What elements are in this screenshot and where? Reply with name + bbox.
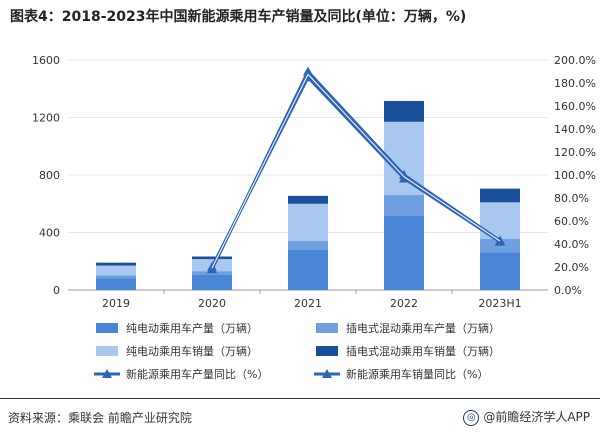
y-right-tick-label: 180.0% (554, 77, 596, 90)
y-right-tick-label: 0.0% (554, 284, 582, 297)
legend-label: 新能源乘用车销量同比（%） (346, 367, 488, 381)
bar-pure-electric-output (288, 249, 328, 290)
chart-title: 图表4：2018-2023年中国新能源乘用车产销量及同比(单位：万辆，%) (10, 9, 467, 25)
chart-canvas: 0 400 800 1200 1600 0.0% 20.0% 40.0% 60.0% 80.0% 1… (32, 54, 596, 381)
bar-phev-output (96, 275, 136, 279)
x-tick-label: 2023H1 (478, 297, 521, 310)
y-right-tick-label: 80.0% (554, 192, 589, 205)
axes: 0 400 800 1200 1600 0.0% 20.0% 40.0% 60.0% 80.0% 1… (32, 54, 596, 310)
y-right-tick-label: 20.0% (554, 261, 589, 274)
bar-phev-sales (192, 256, 232, 260)
legend-swatch (316, 323, 338, 333)
y-left-tick-label: 800 (39, 169, 60, 182)
legend-label: 纯电动乘用车销量（万辆） (126, 344, 258, 358)
legend-label: 插电式混动乘用车产量（万辆） (346, 321, 500, 335)
bar-phev-sales (480, 188, 520, 203)
legend-label: 新能源乘用车产量同比（%） (126, 367, 268, 381)
brand-label: @前瞻经济学人APP (483, 410, 590, 424)
brand-text: ◎ @前瞻经济学人APP (463, 408, 590, 426)
legend-swatch (316, 346, 338, 356)
source-text: 资料来源：乘联会 前瞻产业研究院 (8, 411, 192, 425)
legend-marker (322, 369, 332, 378)
y-right-tick-label: 40.0% (554, 238, 589, 251)
y-right-tick-label: 120.0% (554, 146, 596, 159)
bar-pure-electric-output (96, 278, 136, 290)
lines (207, 66, 505, 274)
x-tick-label: 2022 (390, 297, 418, 310)
line-marker (399, 170, 409, 179)
y-right-tick-label: 160.0% (554, 100, 596, 113)
x-tick-label: 2019 (102, 297, 130, 310)
line-sales-yoy (210, 68, 501, 270)
x-tick-label: 2021 (294, 297, 322, 310)
y-right-tick-label: 200.0% (554, 54, 596, 67)
line-marker (207, 264, 217, 274)
legend-swatch (96, 346, 118, 356)
bar-phev-sales (384, 100, 424, 122)
bar-pure-electric-output (384, 215, 424, 290)
bar-phev-output (288, 241, 328, 250)
y-left-tick-label: 1200 (32, 112, 60, 125)
footer: 资料来源：乘联会 前瞻产业研究院 ◎ @前瞻经济学人APP (0, 398, 600, 435)
bar-phev-output (480, 238, 520, 253)
legend-marker (102, 369, 112, 378)
y-left-tick-label: 0 (53, 284, 60, 297)
legend-swatch (96, 323, 118, 333)
bars (96, 100, 520, 290)
y-right-tick-label: 100.0% (554, 169, 596, 182)
y-left-tick-label: 400 (39, 227, 60, 240)
line-marker (303, 66, 313, 76)
line-highlight (211, 73, 501, 269)
y-left-tick-label: 1600 (32, 54, 60, 67)
bar-phev-sales (96, 262, 136, 266)
x-tick-label: 2020 (198, 297, 226, 310)
legend: 纯电动乘用车产量（万辆） 插电式混动乘用车产量（万辆） 纯电动乘用车销量（万辆） 插电… (94, 321, 500, 381)
brand-logo-icon: ◎ (463, 409, 480, 426)
y-right-tick-label: 140.0% (554, 123, 596, 136)
bar-pure-electric-output (192, 274, 232, 290)
y-right-tick-label: 60.0% (554, 215, 589, 228)
bar-phev-output (384, 195, 424, 216)
line-marker (495, 235, 505, 245)
bar-phev-sales (288, 195, 328, 204)
legend-label: 纯电动乘用车产量（万辆） (126, 321, 258, 335)
line-output-yoy (210, 74, 501, 268)
legend-label: 插电式混动乘用车销量（万辆） (346, 344, 500, 358)
bar-pure-electric-output (480, 252, 520, 290)
